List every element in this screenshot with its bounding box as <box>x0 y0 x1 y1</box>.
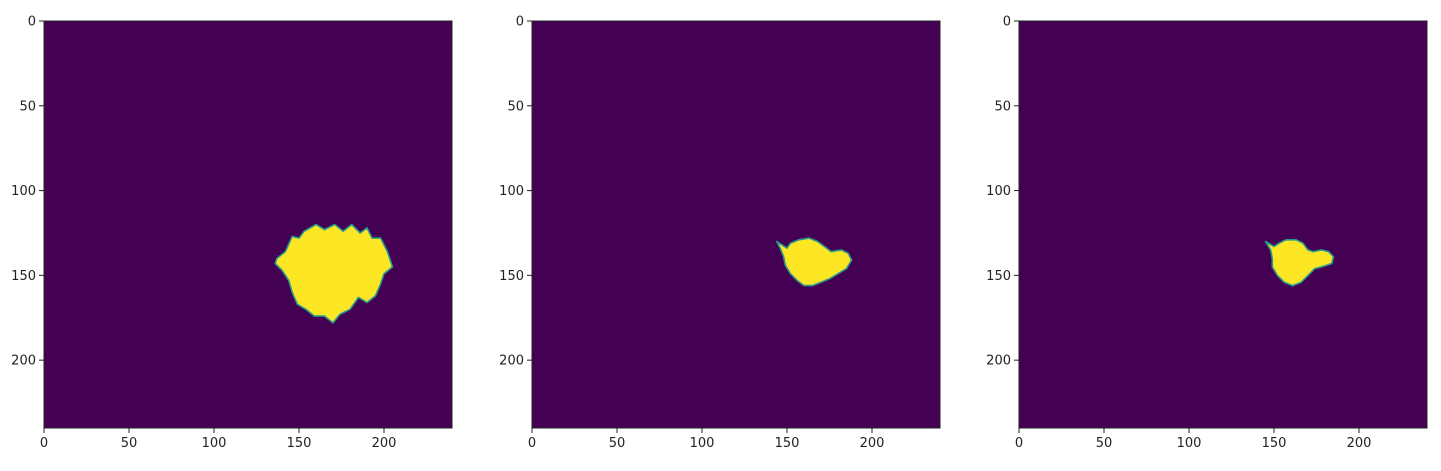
x-tick-label: 50 <box>609 436 626 451</box>
y-tick-label: 0 <box>516 15 524 30</box>
image-background <box>532 21 940 428</box>
y-tick-label: 100 <box>11 184 36 199</box>
y-tick-label: 200 <box>986 354 1011 369</box>
x-tick-label: 50 <box>121 436 138 451</box>
axes-frame <box>1018 20 1428 429</box>
y-tick-label: 150 <box>11 269 36 284</box>
x-tick-label: 150 <box>287 436 312 451</box>
x-tick-label: 200 <box>860 436 885 451</box>
y-tick-label: 150 <box>986 269 1011 284</box>
x-tick-label: 100 <box>202 436 227 451</box>
x-tick-label: 150 <box>1262 436 1287 451</box>
mask-region <box>274 223 394 324</box>
subplot-2: 0 50 100 150 200 0 50 100 150 200 <box>499 15 941 451</box>
x-tick-label: 100 <box>690 436 715 451</box>
y-tick-label: 50 <box>994 99 1011 114</box>
mask-region <box>775 237 853 287</box>
y-tick-label: 200 <box>499 354 524 369</box>
y-tick-label: 200 <box>11 354 36 369</box>
y-tick-label: 50 <box>507 99 524 114</box>
x-tick-label: 100 <box>1177 436 1202 451</box>
axes-frame <box>531 20 941 429</box>
axes-frame <box>43 20 453 429</box>
image-background <box>1019 21 1427 428</box>
y-tick-label: 100 <box>986 184 1011 199</box>
x-tick-label: 50 <box>1096 436 1113 451</box>
y-tick-label: 50 <box>19 99 36 114</box>
y-tick-label: 0 <box>28 15 36 30</box>
x-tick-label: 200 <box>372 436 397 451</box>
x-tick-label: 0 <box>1015 436 1023 451</box>
y-tick-label: 100 <box>499 184 524 199</box>
x-tick-label: 0 <box>528 436 536 451</box>
y-tick-label: 0 <box>1003 15 1011 30</box>
x-tick-label: 0 <box>40 436 48 451</box>
mask-region <box>1264 239 1335 287</box>
subplot-3: 0 50 100 150 200 0 50 100 150 200 <box>986 15 1428 451</box>
subplot-1: 0 50 100 150 200 0 50 100 150 200 <box>11 15 453 451</box>
x-tick-label: 200 <box>1347 436 1372 451</box>
y-tick-label: 150 <box>499 269 524 284</box>
x-tick-label: 150 <box>775 436 800 451</box>
image-background <box>44 21 452 428</box>
